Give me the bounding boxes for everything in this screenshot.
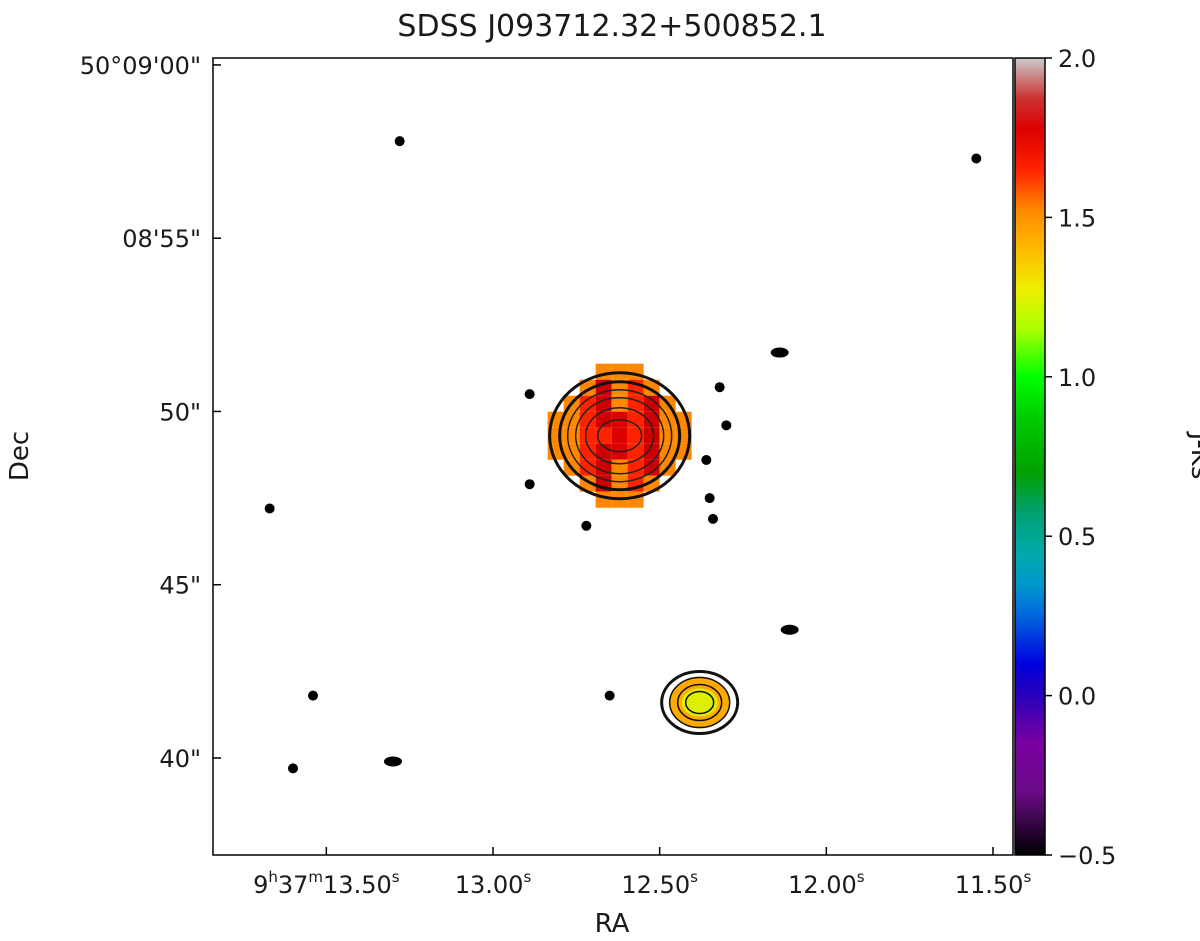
contour-blob bbox=[384, 756, 402, 767]
contour-blob bbox=[704, 493, 715, 504]
colorbar-tick-label: 0.0 bbox=[1058, 683, 1096, 711]
x-tick-label: 12.00s bbox=[788, 868, 865, 899]
image-pixel bbox=[627, 443, 644, 460]
image-pixel bbox=[627, 411, 644, 428]
image-pixel bbox=[595, 427, 612, 444]
image-pixel bbox=[579, 443, 596, 460]
image-pixel bbox=[611, 475, 628, 492]
contour-blob bbox=[714, 382, 725, 393]
contour-blob bbox=[288, 763, 298, 774]
x-tick-label: 11.50s bbox=[955, 868, 1032, 899]
contour-blob bbox=[604, 690, 615, 701]
colorbar-label: J-Ks bbox=[1185, 431, 1200, 480]
image-pixel bbox=[659, 427, 676, 444]
contour-main bbox=[574, 396, 665, 475]
x-tick-label: 13.00s bbox=[455, 868, 532, 899]
image-pixel bbox=[563, 411, 580, 428]
contour-layer bbox=[264, 136, 982, 774]
contour-main bbox=[566, 388, 673, 483]
y-tick-label: 40" bbox=[159, 745, 201, 773]
image-pixel bbox=[627, 427, 644, 444]
contour-blob bbox=[581, 520, 592, 531]
contour-companion bbox=[676, 683, 723, 722]
image-pixel bbox=[563, 427, 580, 444]
image-pixel bbox=[595, 443, 612, 460]
y-tick-label: 50" bbox=[159, 398, 201, 426]
colorbar-tick-label: 1.0 bbox=[1058, 364, 1096, 392]
image-pixel bbox=[563, 443, 580, 460]
contour-blob bbox=[701, 454, 712, 465]
image-pixel bbox=[595, 363, 612, 380]
image-pixel bbox=[627, 363, 644, 380]
image-pixel bbox=[579, 459, 596, 476]
contour-main bbox=[584, 406, 655, 465]
image-pixel bbox=[627, 491, 644, 508]
image-pixel bbox=[595, 491, 612, 508]
colorbar-tick-label: 0.5 bbox=[1058, 523, 1096, 551]
image-pixel bbox=[643, 443, 660, 460]
y-tick-label: 45" bbox=[159, 572, 201, 600]
y-axis-label: Dec bbox=[5, 431, 35, 481]
contour-blob bbox=[524, 479, 535, 490]
contour-companion bbox=[660, 670, 740, 736]
colorbar-ticks: 2.0 1.5 1.0 0.5 0.0 −0.5 bbox=[1045, 45, 1116, 870]
image-pixel bbox=[643, 395, 660, 412]
image-pixel bbox=[579, 411, 596, 428]
contour-blob bbox=[721, 420, 732, 431]
colorbar bbox=[1014, 57, 1046, 856]
colorbar-tick-label: −0.5 bbox=[1058, 842, 1116, 870]
colorbar-tick-label: 1.5 bbox=[1058, 204, 1096, 232]
image-pixel bbox=[643, 427, 660, 444]
contour-blob bbox=[971, 153, 982, 164]
contour-blob bbox=[264, 503, 275, 514]
image-pixel bbox=[659, 411, 676, 428]
image-pixel bbox=[611, 379, 628, 396]
image-pixel bbox=[579, 395, 596, 412]
image-pixel bbox=[643, 459, 660, 476]
x-tick-label: 9h37m13.50s bbox=[253, 868, 400, 899]
contour-main bbox=[558, 380, 682, 492]
contour-blob bbox=[524, 389, 535, 400]
contour-blob bbox=[308, 690, 318, 701]
contour-blob bbox=[394, 136, 405, 147]
x-tick-label: 12.50s bbox=[621, 868, 698, 899]
contour-companion bbox=[684, 690, 715, 715]
image-pixel bbox=[579, 427, 596, 444]
contour-blob bbox=[708, 513, 718, 524]
chart-title: SDSS J093712.32+500852.1 bbox=[397, 9, 826, 44]
contour-main bbox=[596, 418, 643, 453]
contour-companion bbox=[668, 676, 731, 729]
y-tick-label: 08'55" bbox=[122, 225, 201, 253]
x-axis-label: RA bbox=[595, 909, 630, 939]
colorbar-tick-label: 2.0 bbox=[1058, 45, 1096, 73]
image-pixel bbox=[659, 443, 676, 460]
x-axis: 9h37m13.50s 13.00s 12.50s 12.00s 11.50s bbox=[253, 847, 1031, 899]
image-pixel bbox=[643, 411, 660, 428]
contour-main bbox=[548, 371, 692, 501]
image-pixel bbox=[611, 427, 628, 444]
y-tick-label: 50°09'00" bbox=[80, 52, 201, 80]
y-axis: 50°09'00" 08'55" 50" 45" 40" bbox=[80, 52, 221, 773]
image-pixel bbox=[595, 411, 612, 428]
contour-blob bbox=[780, 624, 799, 635]
companion-core bbox=[681, 688, 718, 717]
contour-blob bbox=[770, 347, 789, 358]
